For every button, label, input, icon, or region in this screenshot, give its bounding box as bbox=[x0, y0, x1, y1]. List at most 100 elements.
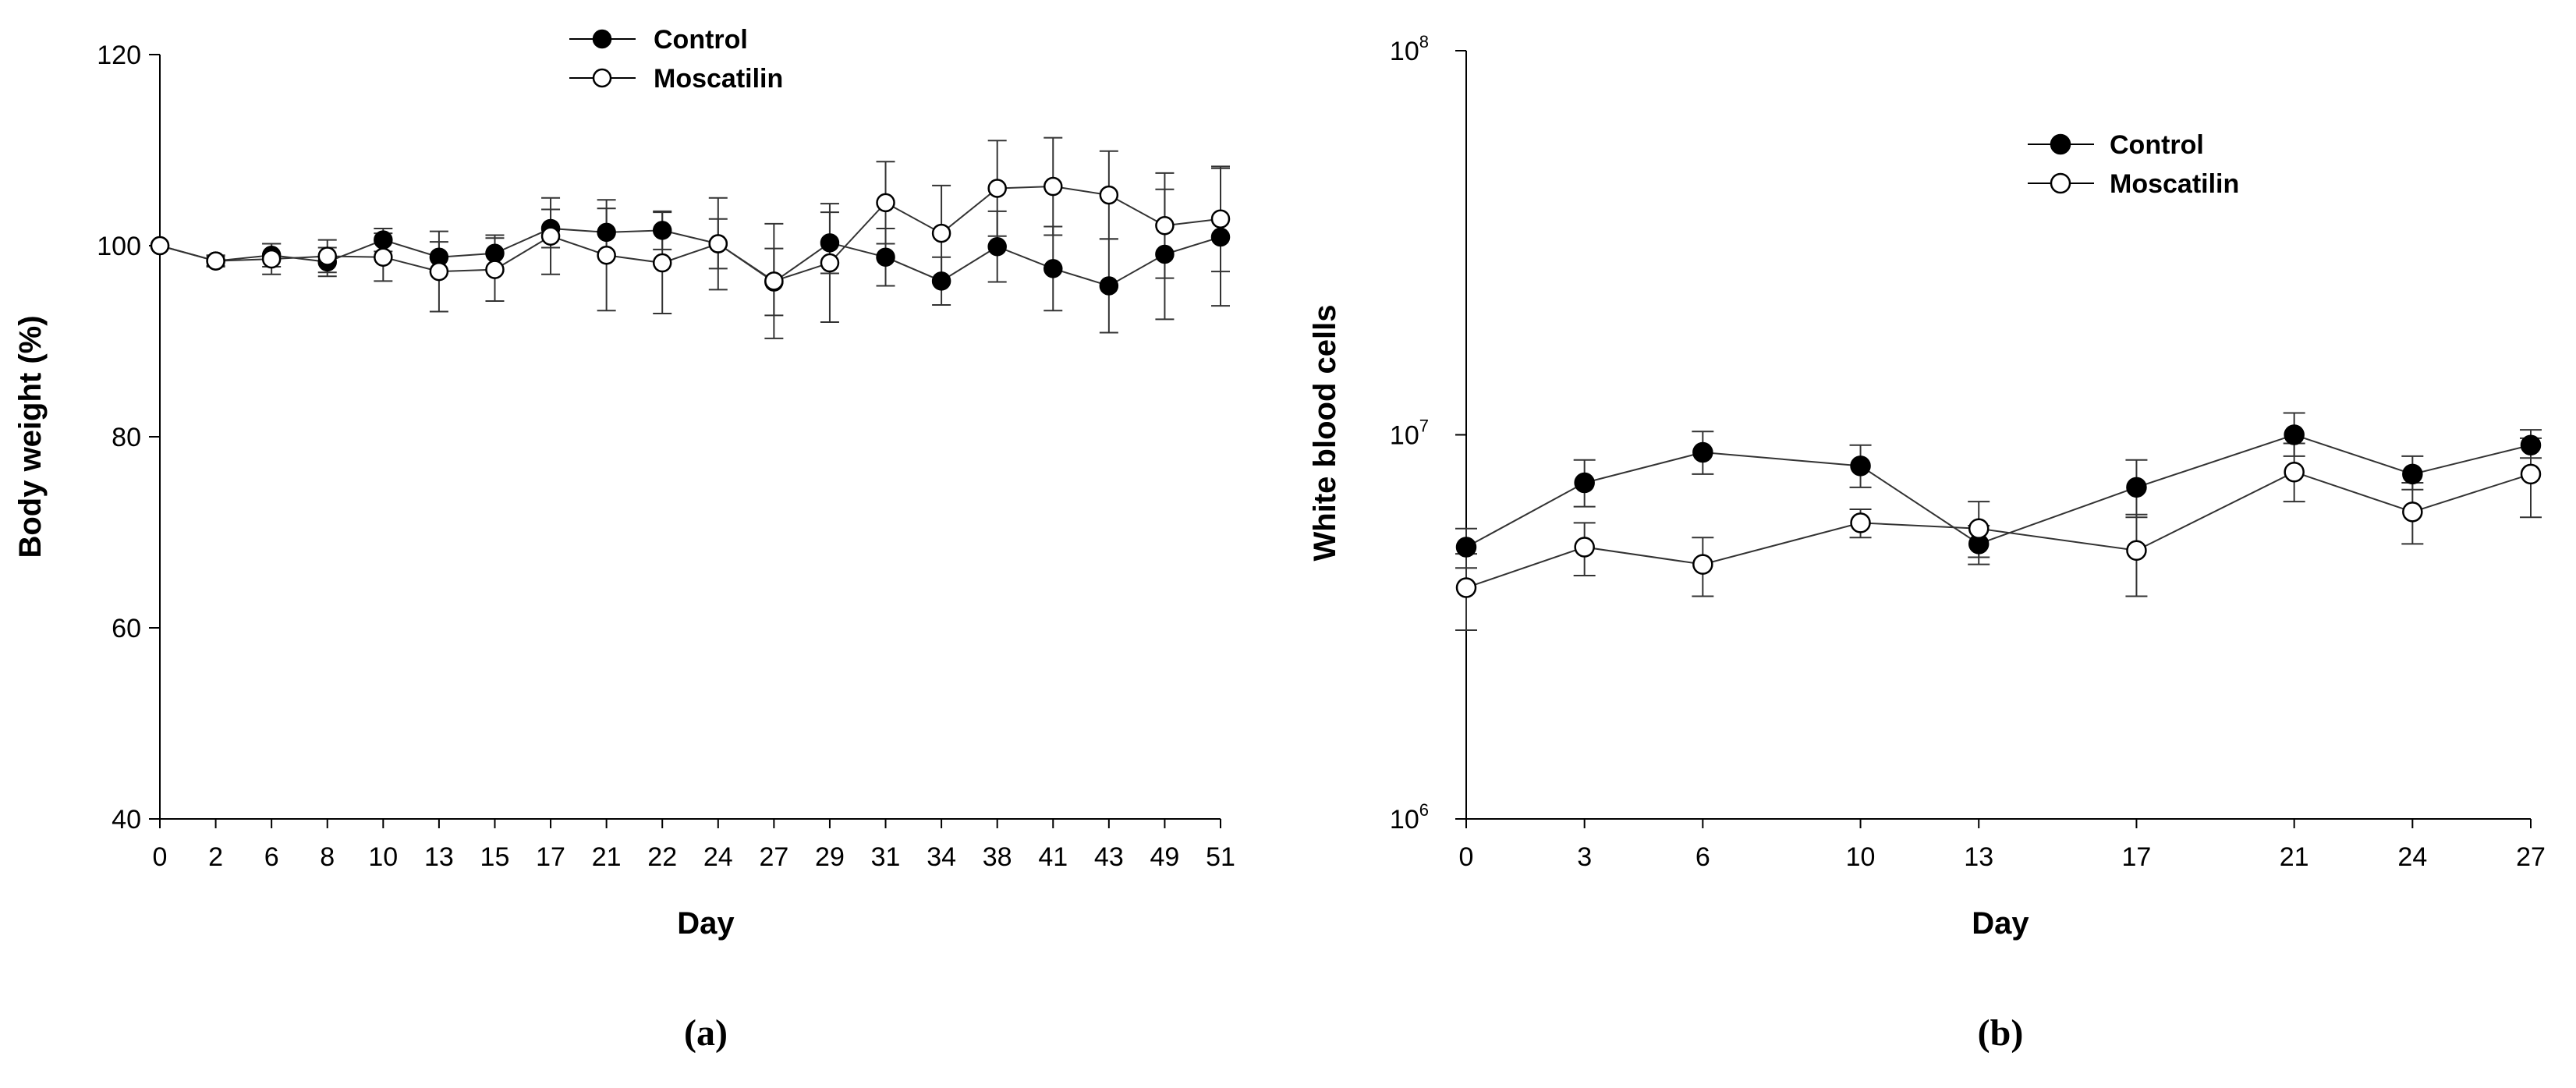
panel-a-xtick-label: 29 bbox=[815, 842, 845, 872]
panel-a-legend: Control Moscatilin bbox=[569, 25, 783, 94]
panel-a-point-moscatilin bbox=[429, 261, 449, 282]
panel-b-xtick-label: 21 bbox=[2280, 842, 2309, 872]
panel-b-point-moscatilin bbox=[2402, 501, 2423, 523]
panel-a-point-moscatilin bbox=[652, 253, 672, 273]
panel-b-xtick-label: 10 bbox=[1846, 842, 1876, 872]
panel-b-point-control bbox=[1455, 537, 1477, 558]
panel-b-chart: 106 107 108 0 3 6 10 13 17 21 24 27 Day White bloo… bbox=[1308, 32, 2546, 1054]
panel-b-legend-label: Moscatilin bbox=[2110, 169, 2239, 199]
panel-a-legend-marker bbox=[592, 29, 612, 49]
panel-a-point-moscatilin bbox=[150, 236, 170, 256]
panel-a-xtick-label: 31 bbox=[871, 842, 901, 872]
panel-b-legend-label: Control bbox=[2110, 130, 2204, 160]
panel-b-legend: Control Moscatilin bbox=[2028, 130, 2239, 199]
panel-a-point-control bbox=[374, 230, 393, 250]
panel-a-xtick-label: 38 bbox=[983, 842, 1012, 872]
panel-b-x-axis-label: Day bbox=[1972, 906, 2029, 941]
panel-a-x-axis-label: Day bbox=[677, 906, 735, 941]
panel-a-point-moscatilin bbox=[206, 251, 225, 271]
panel-a-xtick-label: 10 bbox=[368, 842, 398, 872]
panel-a-xtick-label: 24 bbox=[703, 842, 733, 872]
panel-b-point-control bbox=[1850, 455, 1871, 477]
panel-a-point-moscatilin bbox=[1155, 216, 1175, 236]
panel-b-point-control bbox=[1574, 472, 1595, 494]
panel-a-legend-label: Moscatilin bbox=[654, 64, 783, 94]
panel-a-xtick-label: 15 bbox=[480, 842, 510, 872]
panel-a-xtick-label: 6 bbox=[264, 842, 279, 872]
panel-a-point-control bbox=[1210, 227, 1231, 247]
panel-a-point-control bbox=[987, 236, 1007, 257]
panel-a-point-moscatilin bbox=[597, 246, 616, 265]
panel-a-point-control bbox=[820, 233, 840, 253]
panel-b-point-moscatilin bbox=[2126, 540, 2147, 562]
panel-a-point-moscatilin bbox=[317, 246, 337, 266]
panel-a-xtick-label: 41 bbox=[1038, 842, 1068, 872]
panel-b-point-control bbox=[1692, 441, 1713, 463]
panel-a-ytick-label: 100 bbox=[97, 232, 141, 261]
panel-a-ytick-label: 80 bbox=[112, 423, 141, 452]
panel-b-xtick-label: 0 bbox=[1459, 842, 1474, 872]
panel-a-xtick-label: 0 bbox=[153, 842, 168, 872]
panel-b-legend-marker bbox=[2050, 172, 2071, 194]
panel-b-ytick-label: 107 bbox=[1390, 416, 1429, 451]
panel-b-xtick-label: 27 bbox=[2516, 842, 2546, 872]
panel-a-label: (a) bbox=[684, 1012, 728, 1054]
panel-b-point-moscatilin bbox=[1574, 537, 1595, 558]
panel-b-ytick-label: 108 bbox=[1390, 32, 1429, 66]
panel-a-point-moscatilin bbox=[485, 260, 505, 279]
panel-a-point-control bbox=[876, 247, 895, 267]
panel-b-y-axis-label: White blood cells bbox=[1308, 305, 1342, 562]
panel-a-legend-marker bbox=[592, 68, 612, 88]
panel-a-xtick-label: 34 bbox=[927, 842, 956, 872]
panel-b-label: (b) bbox=[1978, 1012, 2024, 1054]
panel-a-point-moscatilin bbox=[987, 179, 1007, 198]
panel-a-point-moscatilin bbox=[261, 249, 282, 269]
panel-b-series-line-moscatilin bbox=[1465, 471, 2532, 589]
panel-b-point-control bbox=[2284, 424, 2305, 445]
panel-a-xtick-label: 51 bbox=[1206, 842, 1235, 872]
panel-a-point-control bbox=[1044, 259, 1063, 278]
panel-a-point-moscatilin bbox=[1210, 209, 1231, 229]
panel-a-xtick-label: 8 bbox=[320, 842, 335, 872]
panel-b-xtick-label: 24 bbox=[2397, 842, 2427, 872]
panel-a-point-moscatilin bbox=[540, 226, 561, 246]
panel-a-point-control bbox=[931, 271, 951, 291]
panel-a-point-moscatilin bbox=[1099, 185, 1119, 205]
panel-a-point-moscatilin bbox=[820, 253, 840, 273]
panel-b-point-moscatilin bbox=[1850, 512, 1871, 533]
panel-a-xtick-label: 2 bbox=[208, 842, 223, 872]
panel-b-xtick-label: 6 bbox=[1695, 842, 1710, 872]
panel-a-xtick-label: 21 bbox=[592, 842, 622, 872]
panel-b-series-line-control bbox=[1465, 434, 2532, 548]
panel-a-xtick-label: 49 bbox=[1150, 842, 1180, 872]
panel-a-xtick-label: 27 bbox=[759, 842, 788, 872]
panel-b-legend-marker bbox=[2050, 133, 2071, 155]
panel-a-point-control bbox=[1155, 244, 1175, 264]
panel-a-xtick-label: 17 bbox=[536, 842, 565, 872]
panel-b-point-control bbox=[2520, 434, 2542, 455]
panel-a-point-control bbox=[652, 221, 672, 240]
panel-a-ytick-label: 40 bbox=[112, 805, 141, 835]
panel-b-point-moscatilin bbox=[1692, 554, 1713, 575]
panel-b-point-moscatilin bbox=[1455, 577, 1477, 598]
panel-a-point-moscatilin bbox=[876, 193, 895, 213]
panel-a-legend-label: Control bbox=[654, 25, 748, 55]
panel-b-point-control bbox=[2126, 477, 2147, 498]
panel-b-point-moscatilin bbox=[1968, 518, 1990, 539]
panel-a-point-moscatilin bbox=[931, 223, 951, 243]
panel-b-point-moscatilin bbox=[2520, 463, 2542, 485]
panel-a-point-moscatilin bbox=[764, 271, 784, 291]
panel-a-ytick-label: 120 bbox=[97, 41, 141, 70]
panel-b-xtick-label: 3 bbox=[1577, 842, 1592, 872]
panel-a-point-control bbox=[597, 222, 616, 243]
panel-b-point-control bbox=[2402, 463, 2423, 485]
panel-a-point-moscatilin bbox=[708, 234, 728, 253]
panel-a-point-moscatilin bbox=[1044, 176, 1063, 197]
panel-b-point-moscatilin bbox=[2284, 461, 2305, 483]
panel-a-xtick-label: 43 bbox=[1094, 842, 1124, 872]
panel-a-xtick-label: 22 bbox=[647, 842, 677, 872]
panel-a-point-control bbox=[485, 243, 505, 264]
panel-b-xtick-label: 13 bbox=[1964, 842, 1993, 872]
panel-b-xtick-label: 17 bbox=[2122, 842, 2152, 872]
